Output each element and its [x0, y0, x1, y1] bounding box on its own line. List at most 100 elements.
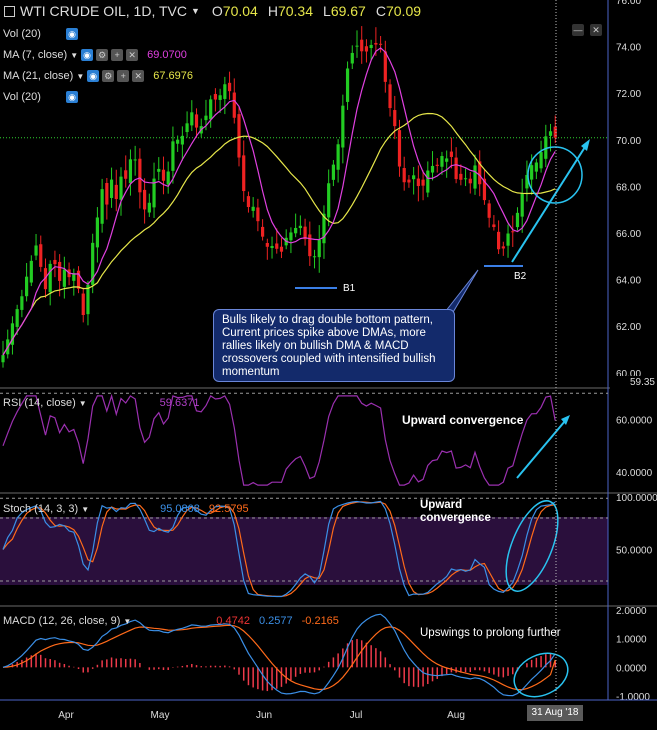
bottom-b1-label: B1 — [343, 283, 356, 294]
eye-icon[interactable]: ◉ — [87, 70, 100, 82]
eye-icon[interactable]: ◉ — [66, 28, 78, 40]
stoch-d-value: 92.5795 — [208, 503, 249, 515]
annotation-overlay — [444, 0, 590, 700]
candle-body — [336, 144, 340, 170]
close-icon[interactable]: ✕ — [132, 70, 145, 82]
macd-tick-label: 2.0000 — [616, 606, 647, 617]
candle-body — [180, 135, 184, 145]
macd-line — [2, 613, 556, 697]
indicator-label[interactable]: MA (21, close) — [3, 70, 74, 82]
uptrend-arrowhead — [581, 139, 590, 151]
indicator-row-vol-1[interactable]: Vol (20) ◉ — [3, 28, 78, 40]
rsi-legend-label[interactable]: RSI (14, close) — [3, 397, 76, 409]
rsi-tick-label: 60.0000 — [616, 416, 653, 427]
eye-icon[interactable]: ◉ — [66, 91, 78, 103]
candle-body — [109, 179, 114, 198]
candle-body — [53, 259, 57, 265]
candle-body — [237, 114, 241, 158]
candle-body — [426, 170, 430, 193]
candle-body — [393, 110, 397, 127]
eye-icon[interactable]: ◉ — [81, 49, 94, 61]
indicator-row-vol-2[interactable]: Vol (20) ◉ — [3, 91, 78, 103]
candle-body — [152, 178, 156, 208]
candle-body — [331, 164, 335, 180]
candle-body — [95, 217, 99, 248]
price-pane[interactable] — [0, 26, 608, 368]
candle-body — [312, 256, 317, 258]
chevron-down-icon[interactable]: ▼ — [81, 504, 90, 514]
indicator-label[interactable]: Vol (20) — [3, 91, 41, 103]
stoch-legend[interactable]: Stoch (14, 3, 3) ▼ 95.0808 92.5795 — [3, 503, 249, 515]
chevron-down-icon[interactable]: ▼ — [76, 71, 85, 81]
candle-body — [440, 156, 444, 167]
price-tick-label: 68.00 — [616, 182, 641, 193]
candle-body — [511, 231, 515, 233]
candle-body — [58, 261, 62, 281]
stoch-tick-label: 50.0000 — [616, 546, 653, 557]
candle-body — [534, 162, 538, 172]
close-icon[interactable]: ✕ — [126, 49, 139, 61]
candle-body — [91, 242, 95, 285]
chevron-down-icon[interactable]: ▼ — [123, 616, 132, 626]
stoch-k-value: 95.0808 — [160, 503, 200, 515]
crosshair-price-tag: 59.35 — [610, 376, 657, 390]
candle-body — [388, 84, 392, 109]
chevron-down-icon[interactable]: ▼ — [70, 50, 79, 60]
candle-body — [1, 355, 5, 363]
candle-body — [261, 226, 265, 237]
pane-close-icon[interactable]: ✕ — [590, 24, 602, 36]
open-label: O — [211, 3, 223, 19]
price-tick-label: 64.00 — [616, 276, 641, 287]
rsi-pane[interactable] — [0, 392, 608, 499]
indicator-row-ma21[interactable]: MA (21, close) ▼ ◉ ⚙ + ✕ 67.6976 — [3, 70, 193, 82]
indicator-label[interactable]: Vol (20) — [3, 28, 41, 40]
candle-body — [374, 43, 378, 45]
stoch-convergence-label: Upward convergence — [420, 499, 491, 524]
indicator-row-ma7[interactable]: MA (7, close) ▼ ◉ ⚙ + ✕ 69.0700 — [3, 49, 187, 61]
settings-gear-icon[interactable]: ⚙ — [102, 70, 115, 82]
macd-legend[interactable]: MACD (12, 26, close, 9) ▼ 0.4742 0.2577 … — [3, 615, 339, 627]
candle-body — [416, 178, 420, 187]
low-label: L — [323, 3, 331, 19]
candle-body — [525, 174, 529, 189]
candle-body — [379, 43, 383, 45]
candle-body — [157, 168, 161, 172]
macd-legend-label[interactable]: MACD (12, 26, close, 9) — [3, 615, 121, 627]
macd-pane[interactable] — [2, 613, 556, 697]
chevron-down-icon[interactable]: ▼ — [78, 398, 87, 408]
indicator-label[interactable]: MA (7, close) — [3, 49, 68, 61]
candle-body — [72, 273, 76, 281]
candle-body — [119, 176, 123, 200]
candle-body — [256, 207, 260, 222]
macd-upswings-label: Upswings to prolong further — [420, 627, 561, 639]
add-icon[interactable]: + — [111, 49, 124, 61]
candle-body — [48, 263, 52, 293]
chevron-down-icon[interactable]: ▼ — [190, 6, 200, 16]
candle-body — [515, 212, 520, 228]
macd-tick-label: 1.0000 — [616, 635, 647, 646]
settings-gear-icon[interactable]: ⚙ — [96, 49, 109, 61]
candle-body — [355, 45, 359, 47]
candle-body — [322, 213, 326, 244]
signal-value: 0.2577 — [258, 615, 293, 627]
candle-body — [223, 84, 227, 99]
candle-body — [10, 323, 15, 345]
collapse-icon[interactable] — [4, 5, 15, 17]
rsi-legend[interactable]: RSI (14, close) ▼ 59.6371 — [3, 397, 199, 409]
bottom-b2-label: B2 — [514, 271, 527, 282]
pane-minimize-icon[interactable]: — — [572, 24, 584, 36]
candle-body — [62, 269, 66, 287]
symbol-title[interactable]: WTI CRUDE OIL, 1D, TVC — [20, 3, 187, 19]
add-icon[interactable]: + — [117, 70, 130, 82]
stoch-legend-label[interactable]: Stoch (14, 3, 3) — [3, 503, 79, 515]
candle-body — [25, 276, 29, 297]
candle-body — [147, 202, 151, 213]
candle-body — [445, 158, 449, 162]
macd-highlight-ellipse — [513, 652, 569, 698]
candle-body — [15, 309, 19, 327]
candle-body — [227, 82, 232, 92]
candle-body — [421, 179, 425, 186]
